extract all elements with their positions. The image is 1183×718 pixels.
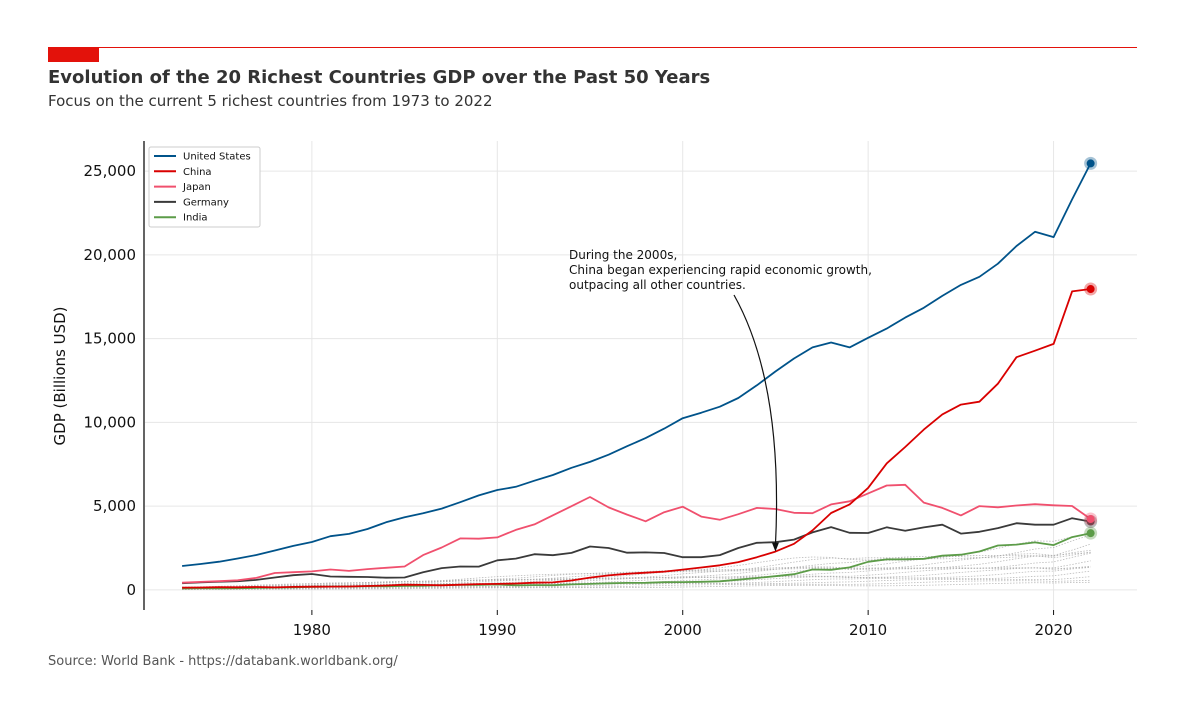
legend-box [148,146,261,228]
background-series-line [182,533,1091,588]
background-series-line [182,543,1091,588]
source-note: Source: World Bank - https://databank.wo… [48,654,398,669]
y-tick-label: 20,000 [84,246,137,264]
y-axis-label: GDP (Billions USD) [51,307,69,446]
x-tick-label: 2000 [664,621,702,639]
accent-rule [48,47,1137,48]
x-ticks: 1980 1990 2000 2010 2020 [293,610,1073,639]
legend-label-germany: Germany [183,197,229,208]
legend-label-japan: Japan [182,182,211,193]
annotation-text-line: During the 2000s, [569,248,677,262]
annotation-arrow [733,294,778,546]
x-tick-label: 2020 [1034,621,1072,639]
y-tick-label: 10,000 [84,413,137,431]
annotation-text-line: outpacing all other countries. [569,278,746,292]
background-series-line [182,576,1091,590]
legend: United States China Japan Germany India [148,146,261,228]
annotation-text-line: China began experiencing rapid economic … [569,263,872,277]
x-tick-label: 1990 [478,621,516,639]
background-series [182,533,1091,590]
series-line-germany [182,517,1091,585]
background-series-line [182,551,1091,588]
chart-subtitle: Focus on the current 5 richest countries… [48,92,493,110]
legend-label-india: India [183,213,208,224]
series-lines [182,156,1098,590]
chart-title: Evolution of the 20 Richest Countries GD… [48,67,711,88]
y-tick-label: 0 [126,581,136,599]
end-marker-japan [1086,515,1095,524]
x-tick-label: 1980 [293,621,331,639]
series-line-japan [182,483,1092,584]
end-marker-india [1086,529,1095,538]
annotation-arrowhead [771,542,779,552]
x-tick-label: 2010 [849,621,887,639]
annotation: During the 2000s,China began experiencin… [569,248,872,552]
y-tick-label: 15,000 [84,330,137,348]
legend-label-china: China [183,167,212,178]
end-marker-china [1086,285,1095,294]
background-series-line [182,579,1091,590]
series-line-united-states [182,162,1092,567]
legend-label-united-states: United States [183,152,251,163]
accent-block [48,48,99,62]
background-series-line [182,552,1091,588]
y-tick-label: 5,000 [93,497,136,515]
y-tick-label: 25,000 [84,162,137,180]
y-ticks: 0 5,000 10,000 15,000 20,000 25,000 [84,162,137,599]
series-line-china [182,288,1091,589]
end-marker-united-states [1086,159,1095,168]
grid [145,141,1137,610]
